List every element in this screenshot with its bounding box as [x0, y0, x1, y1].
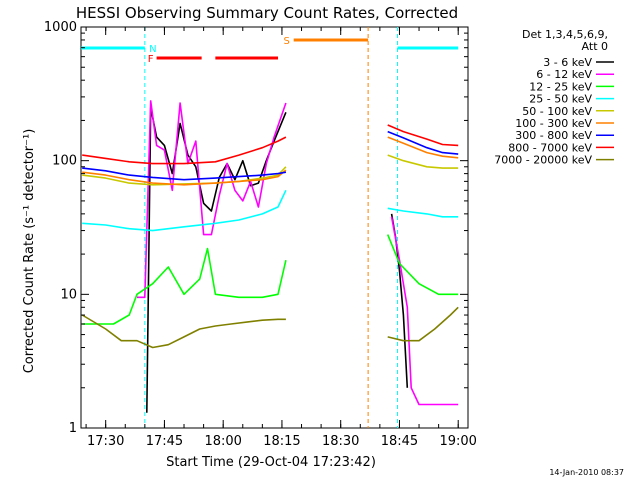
flag-N-label: N	[149, 44, 156, 55]
x-tick-label: 18:15	[263, 434, 300, 449]
footer-timestamp: 14-Jan-2010 08:37	[549, 468, 624, 477]
x-tick-label: 18:00	[204, 434, 241, 449]
legend-entry-label: 25 - 50 keV	[529, 93, 592, 106]
x-tick-label: 17:45	[146, 434, 183, 449]
legend-entry-label: 800 - 7000 keV	[508, 141, 592, 154]
y-axis-ticks: 1 10 100 1000	[44, 20, 468, 436]
instrument-flags: FN S	[81, 27, 459, 428]
series-line-2	[82, 234, 459, 325]
series-line-6	[82, 130, 459, 181]
x-axis-ticks: 17:30 17:45 18:00 18:15 18:30 18:45 19:00	[85, 27, 477, 449]
legend-entry-label: 300 - 800 keV	[515, 129, 592, 142]
x-tick-label: 17:30	[87, 434, 124, 449]
series-line-3	[82, 189, 459, 232]
series-line-1	[137, 100, 459, 406]
legend-entry-label: 7000 - 20000 keV	[494, 154, 592, 167]
y-axis-label: Corrected Count Rate (s⁻¹ detector⁻¹)	[22, 129, 37, 374]
plot-border	[80, 26, 469, 429]
series-line-5	[82, 136, 459, 186]
y-tick-label: 1	[69, 421, 77, 436]
series-lines	[81, 100, 459, 413]
chart-title: HESSI Observing Summary Count Rates, Cor…	[76, 4, 458, 22]
flag-S-label: S	[284, 36, 290, 47]
legend-entry-label: 100 - 300 keV	[515, 117, 592, 130]
legend-entry-label: 12 - 25 keV	[529, 80, 592, 93]
legend-entry-label: 50 - 100 keV	[522, 105, 592, 118]
series-line-7	[82, 124, 459, 165]
x-axis-label: Start Time (29-Oct-04 17:23:42)	[166, 455, 376, 470]
legend-header-line: Det 1,3,4,5,6,9,	[522, 28, 608, 41]
y-tick-label: 1000	[44, 20, 77, 35]
x-tick-label: 19:00	[439, 434, 476, 449]
x-tick-label: 18:45	[381, 434, 418, 449]
legend-entry-label: 3 - 6 keV	[543, 56, 592, 69]
x-tick-label: 18:30	[322, 434, 359, 449]
flag-F-label: F	[148, 54, 154, 65]
legend-entry-label: 6 - 12 keV	[536, 68, 592, 81]
series-line-8	[81, 306, 459, 349]
y-tick-label: 100	[52, 154, 77, 169]
y-tick-label: 10	[60, 287, 77, 302]
plot-frame	[80, 26, 469, 429]
legend-header-line: Att 0	[582, 40, 608, 53]
